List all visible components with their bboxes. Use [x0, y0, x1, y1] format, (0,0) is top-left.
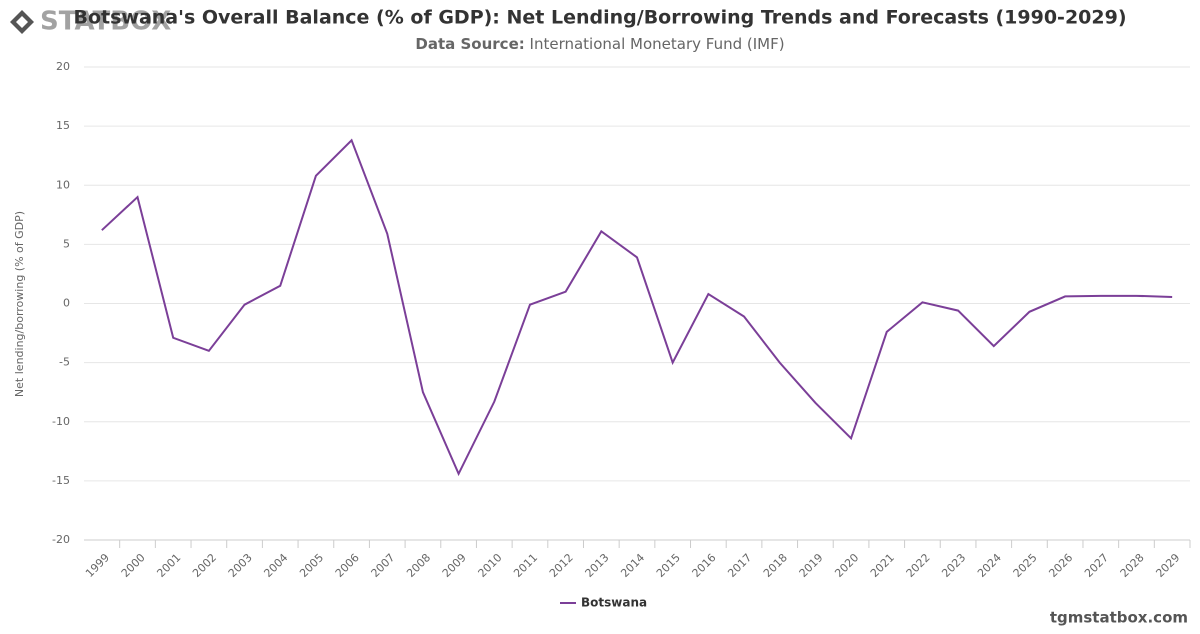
x-tick-label: 2011 [511, 551, 540, 580]
x-tick-label: 2026 [1046, 551, 1075, 580]
y-tick-label: 10 [56, 178, 70, 191]
y-tick-label: -20 [52, 533, 70, 546]
x-tick-label: 2023 [939, 551, 968, 580]
y-tick-label: 20 [56, 60, 70, 73]
logo-text: STATBOX [40, 7, 171, 37]
x-tick-label: 2009 [440, 551, 469, 580]
x-tick-label: 2021 [868, 551, 897, 580]
x-tick-label: 2003 [226, 551, 255, 580]
x-tick-label: 2000 [119, 551, 148, 580]
y-axis-label: Net lending/borrowing (% of GDP) [13, 211, 26, 397]
x-tick-label: 2016 [690, 551, 719, 580]
x-tick-label: 2020 [832, 551, 861, 580]
y-tick-label: 0 [63, 297, 70, 310]
chart-title: Botswana's Overall Balance (% of GDP): N… [73, 7, 1126, 29]
x-tick-label: 2025 [1011, 551, 1040, 580]
x-tick-label: 2010 [476, 551, 505, 580]
y-tick-label: -5 [59, 356, 70, 369]
x-tick-label: 2024 [975, 551, 1004, 580]
x-tick-label: 2028 [1118, 551, 1147, 580]
x-tick-label: 2017 [725, 551, 754, 580]
x-tick-label: 2027 [1082, 551, 1111, 580]
x-tick-label: 2018 [761, 551, 790, 580]
x-tick-label: 2019 [797, 551, 826, 580]
x-tick-label: 2029 [1153, 551, 1182, 580]
x-tick-label: 2014 [618, 551, 647, 580]
x-tick-label: 1999 [83, 551, 112, 580]
x-tick-label: 2005 [297, 551, 326, 580]
chart-subtitle: Data Source: International Monetary Fund… [415, 35, 784, 53]
x-tick-label: 2004 [261, 551, 290, 580]
y-tick-label: -15 [52, 474, 70, 487]
logo-icon [10, 10, 34, 34]
x-tick-label: 2002 [190, 551, 219, 580]
source-label: Data Source: [415, 35, 524, 53]
x-tick-label: 2015 [654, 551, 683, 580]
x-tick-label: 2006 [333, 551, 362, 580]
source: International Monetary Fund (IMF) [530, 35, 785, 53]
y-tick-label: 5 [63, 237, 70, 250]
footer: tgmstatbox.com [1050, 609, 1188, 627]
x-tick-label: 2007 [369, 551, 398, 580]
line [101, 138, 1173, 477]
x-tick-label: 2008 [404, 551, 433, 580]
legend-label: Botswana [581, 596, 647, 610]
x-tick-label: 2012 [547, 551, 576, 580]
y-tick-label: 15 [56, 119, 70, 132]
x-tick-label: 2013 [583, 551, 612, 580]
y-tick-label: -10 [52, 415, 70, 428]
x-tick-label: 2001 [154, 551, 183, 580]
logo: STATBOX [10, 7, 171, 37]
x-tick-label: 2022 [904, 551, 933, 580]
